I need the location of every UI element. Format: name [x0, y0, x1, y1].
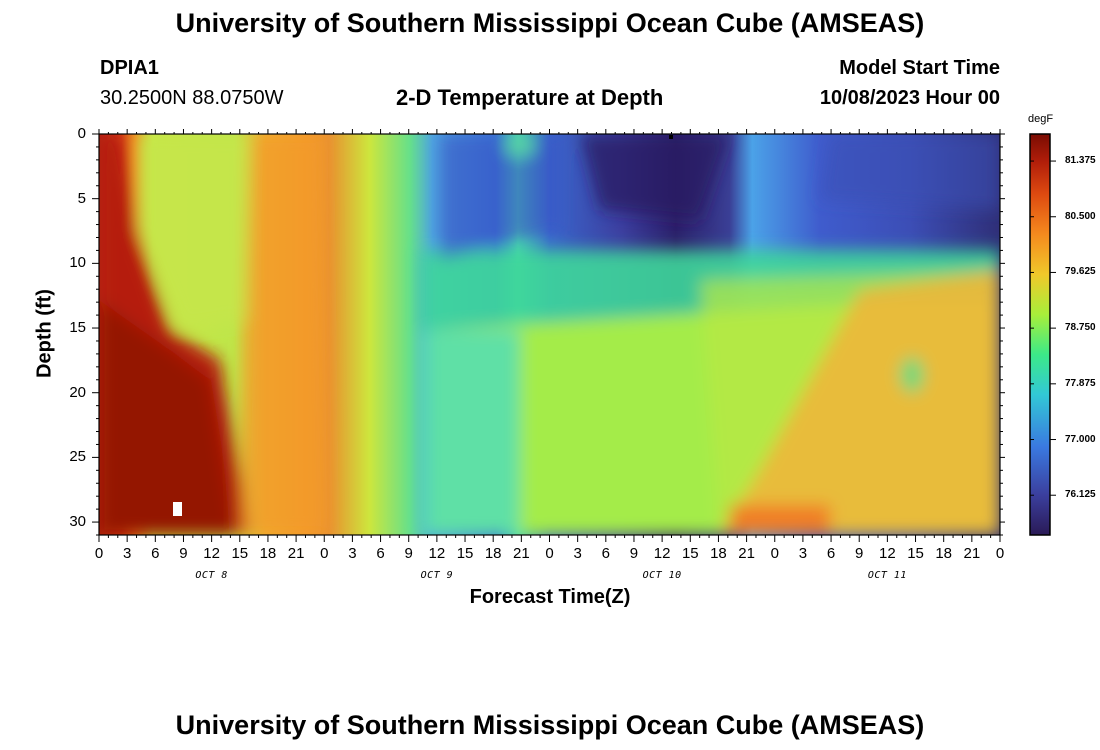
station-coordinates: 30.2500N 88.0750W — [100, 87, 284, 109]
x-axis — [98, 129, 1001, 542]
x-tick-label: 0 — [995, 545, 1005, 562]
colorbar-tick-label: 80.500 — [1065, 210, 1096, 222]
day-label: OCT 10 — [642, 570, 682, 581]
x-tick-label: 9 — [179, 545, 188, 562]
footer-title: University of Southern Mississippi Ocean… — [175, 710, 925, 740]
x-tick-label: 0 — [94, 545, 104, 562]
x-tick-label: 3 — [348, 545, 357, 562]
x-tick-label: 21 — [287, 545, 305, 562]
x-tick-label: 0 — [770, 545, 779, 562]
y-axis — [92, 133, 1005, 536]
x-tick-label: 6 — [376, 545, 385, 562]
x-tick-label: 12 — [203, 545, 220, 562]
heatmap-field — [99, 134, 1000, 535]
station-id: DPIA1 — [100, 57, 159, 79]
x-tick-label: 18 — [259, 545, 277, 562]
x-tick-label: 15 — [456, 545, 474, 562]
y-tick-label: 30 — [69, 513, 86, 531]
data-marker — [669, 135, 673, 139]
day-label: OCT 9 — [420, 570, 454, 581]
x-tick-label: 6 — [826, 545, 836, 562]
x-tick-label: 9 — [404, 545, 413, 562]
missing-data-cell — [173, 502, 182, 516]
x-tick-label: 12 — [879, 545, 896, 562]
model-start-value: 10/08/2023 Hour 00 — [819, 87, 1000, 109]
x-tick-label: 12 — [653, 545, 671, 562]
x-tick-label: 12 — [428, 545, 446, 562]
y-tick-label: 15 — [69, 319, 86, 337]
colorbar-unit: degF — [1028, 113, 1054, 125]
x-axis-title: Forecast Time(Z) — [469, 586, 631, 608]
x-tick-label: 0 — [320, 545, 329, 562]
blue-upper-mid — [440, 134, 560, 260]
x-tick-label: 18 — [935, 545, 953, 562]
x-tick-label: 0 — [545, 545, 554, 562]
y-tick-label: 10 — [69, 254, 86, 272]
x-tick-label: 21 — [513, 545, 530, 562]
y-tick-label: 20 — [69, 383, 86, 401]
colorbar — [1029, 133, 1051, 536]
x-tick-label: 21 — [963, 545, 981, 562]
y-tick-label: 0 — [77, 125, 86, 142]
x-tick-label: 3 — [798, 545, 808, 562]
y-tick-label: 25 — [69, 448, 86, 466]
x-tick-label: 3 — [573, 545, 582, 562]
colorbar-tick-label: 79.625 — [1065, 266, 1096, 278]
colorbar-tick-label: 77.875 — [1065, 377, 1096, 389]
chart-title: 2-D Temperature at Depth — [396, 85, 664, 110]
x-tick-label: 9 — [855, 545, 864, 562]
colorbar-tick-label: 76.125 — [1065, 489, 1096, 501]
warmest-left-core — [99, 300, 235, 535]
x-tick-label: 3 — [122, 545, 132, 562]
y-tick-label: 5 — [77, 189, 86, 207]
x-tick-label: 9 — [629, 545, 639, 562]
warm-bottom-patch — [730, 505, 830, 535]
green-eddy — [900, 357, 924, 393]
day-label: OCT 8 — [195, 570, 228, 581]
green-left-shallow — [140, 134, 250, 330]
day-label: OCT 11 — [867, 570, 907, 581]
x-tick-label: 15 — [907, 545, 924, 562]
colorbar-ticks — [1030, 160, 1056, 496]
deep-cyan-region — [420, 330, 520, 535]
x-tick-label: 15 — [231, 545, 249, 562]
colorbar-tick-label: 81.375 — [1065, 155, 1096, 167]
x-tick-label: 6 — [151, 545, 160, 562]
x-tick-label: 21 — [738, 545, 755, 562]
darkest-surface-patch — [580, 134, 730, 220]
surface-cyan-spot — [505, 135, 535, 155]
x-tick-label: 18 — [710, 545, 727, 562]
model-start-label: Model Start Time — [839, 57, 1000, 79]
colorbar-tick-label: 77.000 — [1065, 433, 1096, 445]
colorbar-tick-label: 78.750 — [1065, 322, 1096, 334]
warm-deep-right — [720, 270, 1000, 535]
x-tick-label: 6 — [601, 545, 610, 562]
orange-band — [240, 134, 330, 535]
page-title: University of Southern Mississippi Ocean… — [175, 8, 925, 38]
blue-upper-right — [820, 134, 1000, 210]
x-tick-label: 18 — [484, 545, 502, 562]
x-tick-label: 15 — [681, 545, 699, 562]
